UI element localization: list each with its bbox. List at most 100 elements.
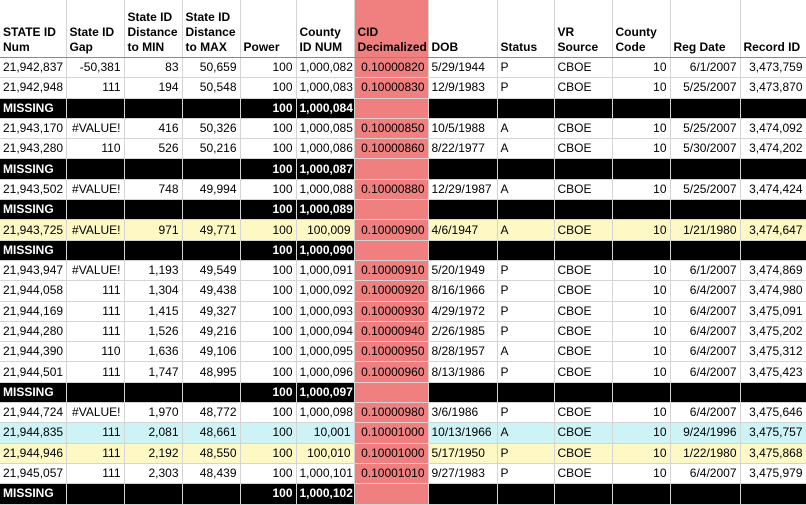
header-cid-decimalized[interactable]: CID Decimalized (354, 0, 429, 58)
cell-record-id[interactable] (740, 483, 806, 505)
cell-record-id[interactable]: 3,473,759 (740, 57, 806, 79)
cell-state-id-num[interactable]: 21,942,837 (0, 57, 67, 79)
header-county-id-num[interactable]: County ID NUM (296, 0, 355, 58)
cell-vr-source[interactable]: CBOE (554, 260, 613, 282)
cell-distance-to-max[interactable]: 49,994 (182, 179, 241, 201)
cell-reg-date[interactable] (670, 240, 741, 261)
cell-vr-source[interactable]: CBOE (554, 219, 613, 241)
cell-state-id-gap[interactable]: #VALUE! (66, 219, 125, 241)
cell-state-id-gap[interactable]: 110 (66, 341, 125, 363)
cell-state-id-gap[interactable] (66, 382, 125, 404)
cell-vr-source[interactable]: CBOE (554, 57, 613, 79)
cell-county-code[interactable]: 10 (612, 219, 671, 241)
cell-state-id-gap[interactable]: 111 (66, 463, 125, 485)
cell-cid-decimalized[interactable]: 0.10000960 (354, 361, 429, 383)
cell-county-code[interactable]: 10 (612, 463, 671, 485)
cell-dob[interactable]: 8/22/1977 (428, 138, 498, 160)
cell-county-id-num[interactable]: 1,000,082 (296, 57, 355, 79)
cell-distance-to-max[interactable]: 48,439 (182, 463, 241, 485)
cell-state-id-gap[interactable]: 111 (66, 443, 125, 464)
cell-status[interactable] (497, 199, 555, 221)
header-power[interactable]: Power (240, 0, 297, 58)
cell-state-id-gap[interactable] (66, 199, 125, 221)
cell-cid-decimalized[interactable]: 0.10000850 (354, 118, 429, 140)
cell-distance-to-min[interactable]: 1,193 (124, 260, 183, 282)
cell-dob[interactable]: 9/27/1983 (428, 463, 498, 485)
cell-record-id[interactable]: 3,475,646 (740, 402, 806, 424)
cell-power[interactable]: 100 (240, 118, 297, 140)
cell-status[interactable]: A (497, 219, 555, 241)
cell-power[interactable]: 100 (240, 179, 297, 201)
cell-status[interactable]: A (497, 422, 555, 444)
cell-power[interactable]: 100 (240, 361, 297, 383)
cell-record-id[interactable]: 3,475,979 (740, 463, 806, 485)
cell-county-id-num[interactable]: 1,000,092 (296, 280, 355, 302)
cell-status[interactable]: P (497, 361, 555, 383)
cell-status[interactable] (497, 240, 555, 261)
cell-county-id-num[interactable]: 1,000,096 (296, 361, 355, 383)
cell-distance-to-min[interactable]: 1,970 (124, 402, 183, 424)
cell-county-code[interactable]: 10 (612, 422, 671, 444)
cell-vr-source[interactable] (554, 382, 613, 404)
cell-state-id-gap[interactable]: #VALUE! (66, 260, 125, 282)
cell-status[interactable]: P (497, 301, 555, 322)
cell-county-code[interactable]: 10 (612, 341, 671, 363)
cell-distance-to-min[interactable]: 971 (124, 219, 183, 241)
cell-county-id-num[interactable]: 1,000,089 (296, 199, 355, 221)
cell-vr-source[interactable]: CBOE (554, 321, 613, 343)
cell-vr-source[interactable]: CBOE (554, 463, 613, 485)
cell-state-id-gap[interactable] (66, 240, 125, 261)
cell-cid-decimalized[interactable]: 0.10000880 (354, 179, 429, 201)
cell-state-id-num[interactable]: 21,942,948 (0, 77, 67, 99)
cell-power[interactable]: 100 (240, 240, 297, 261)
cell-vr-source[interactable] (554, 240, 613, 261)
cell-status[interactable]: A (497, 341, 555, 363)
cell-county-id-num[interactable]: 1,000,102 (296, 483, 355, 505)
cell-county-code[interactable]: 10 (612, 138, 671, 160)
cell-status[interactable]: P (497, 260, 555, 282)
cell-county-code[interactable]: 10 (612, 77, 671, 99)
cell-power[interactable]: 100 (240, 422, 297, 444)
cell-vr-source[interactable]: CBOE (554, 341, 613, 363)
cell-vr-source[interactable]: CBOE (554, 280, 613, 302)
cell-distance-to-min[interactable]: 416 (124, 118, 183, 140)
cell-dob[interactable]: 10/13/1966 (428, 422, 498, 444)
cell-vr-source[interactable]: CBOE (554, 118, 613, 140)
cell-reg-date[interactable]: 6/4/2007 (670, 280, 741, 302)
cell-distance-to-min[interactable] (124, 483, 183, 505)
cell-state-id-gap[interactable] (66, 158, 125, 180)
cell-county-id-num[interactable]: 1,000,085 (296, 118, 355, 140)
cell-dob[interactable] (428, 199, 498, 221)
cell-distance-to-min[interactable] (124, 240, 183, 261)
cell-dob[interactable]: 8/13/1986 (428, 361, 498, 383)
cell-distance-to-min[interactable] (124, 199, 183, 221)
cell-dob[interactable]: 12/9/1983 (428, 77, 498, 99)
cell-distance-to-max[interactable]: 50,659 (182, 57, 241, 79)
cell-county-id-num[interactable]: 1,000,098 (296, 402, 355, 424)
cell-status[interactable]: P (497, 402, 555, 424)
cell-cid-decimalized[interactable]: 0.10000920 (354, 280, 429, 302)
cell-reg-date[interactable]: 6/4/2007 (670, 361, 741, 383)
cell-distance-to-min[interactable]: 2,081 (124, 422, 183, 444)
cell-distance-to-min[interactable]: 1,636 (124, 341, 183, 363)
cell-distance-to-min[interactable]: 1,747 (124, 361, 183, 383)
cell-vr-source[interactable] (554, 199, 613, 221)
cell-distance-to-max[interactable]: 50,326 (182, 118, 241, 140)
cell-cid-decimalized[interactable] (354, 382, 429, 404)
cell-distance-to-max[interactable] (182, 98, 241, 119)
cell-reg-date[interactable]: 1/21/1980 (670, 219, 741, 241)
cell-state-id-gap[interactable]: 111 (66, 321, 125, 343)
cell-status[interactable]: P (497, 443, 555, 464)
cell-state-id-gap[interactable]: 111 (66, 361, 125, 383)
cell-reg-date[interactable]: 6/4/2007 (670, 301, 741, 322)
cell-status[interactable]: A (497, 138, 555, 160)
cell-cid-decimalized[interactable]: 0.10000980 (354, 402, 429, 424)
cell-county-code[interactable]: 10 (612, 321, 671, 343)
header-state-id-num[interactable]: STATE ID Num (0, 0, 67, 58)
cell-reg-date[interactable]: 1/22/1980 (670, 443, 741, 464)
cell-cid-decimalized[interactable]: 0.10000910 (354, 260, 429, 282)
cell-vr-source[interactable]: CBOE (554, 179, 613, 201)
cell-distance-to-min[interactable]: 2,192 (124, 443, 183, 464)
cell-county-code[interactable]: 10 (612, 179, 671, 201)
cell-distance-to-max[interactable]: 48,995 (182, 361, 241, 383)
